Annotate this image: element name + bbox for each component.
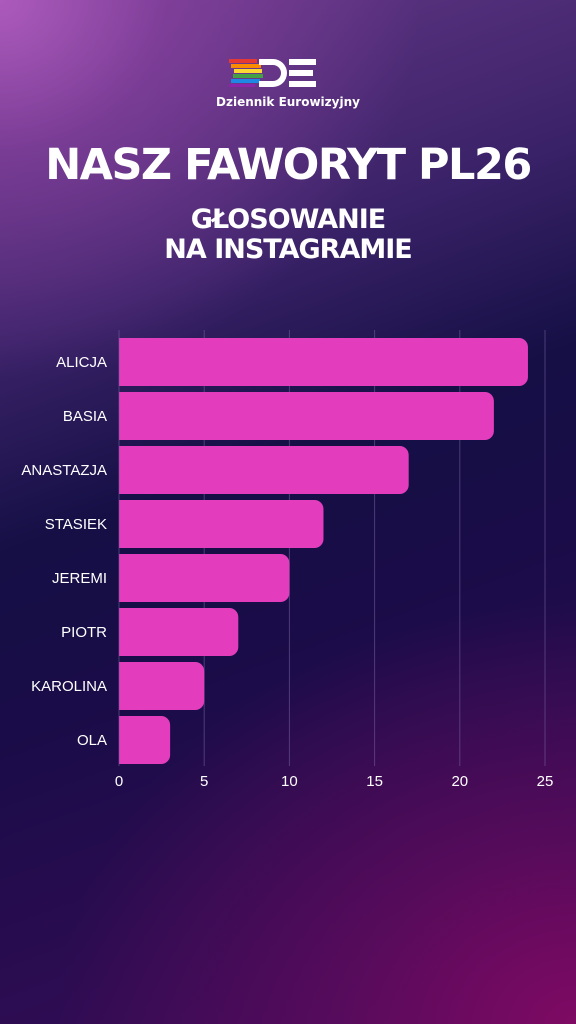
x-tick-label: 20 — [451, 773, 468, 790]
category-label: OLA — [77, 732, 107, 749]
x-tick-label: 25 — [537, 773, 554, 790]
logo: Dziennik Eurowizyjny — [0, 54, 576, 114]
bar-jeremi — [119, 554, 290, 602]
category-label: JEREMI — [52, 570, 107, 587]
bar-basia — [119, 392, 494, 440]
category-label: KAROLINA — [31, 678, 107, 695]
category-label: ALICJA — [56, 354, 107, 371]
category-label: BASIA — [63, 408, 107, 425]
subtitle-line-2: NA INSTAGRAMIE — [164, 234, 412, 265]
x-tick-label: 5 — [200, 773, 208, 790]
subtitle-line-1: GŁOSOWANIE — [190, 204, 386, 235]
category-label: STASIEK — [45, 516, 107, 533]
logo-text: Dziennik Eurowizyjny — [216, 95, 360, 109]
bar-ola — [119, 716, 171, 764]
page-subtitle: GŁOSOWANIE NA INSTAGRAMIE — [0, 205, 576, 265]
bar-alicja — [119, 338, 528, 386]
bar-stasiek — [119, 500, 324, 548]
bar-karolina — [119, 662, 205, 710]
category-label: PIOTR — [61, 624, 107, 641]
x-tick-label: 10 — [281, 773, 298, 790]
dziennik-eurowizyjny-logo-icon — [229, 59, 316, 87]
x-tick-label: 15 — [366, 773, 383, 790]
page-title: NASZ FAWORYT PL26 — [45, 140, 532, 190]
x-tick-label: 0 — [115, 773, 123, 790]
bar-piotr — [119, 608, 239, 656]
category-label: ANASTAZJA — [21, 462, 107, 479]
bar-anastazja — [119, 446, 409, 494]
